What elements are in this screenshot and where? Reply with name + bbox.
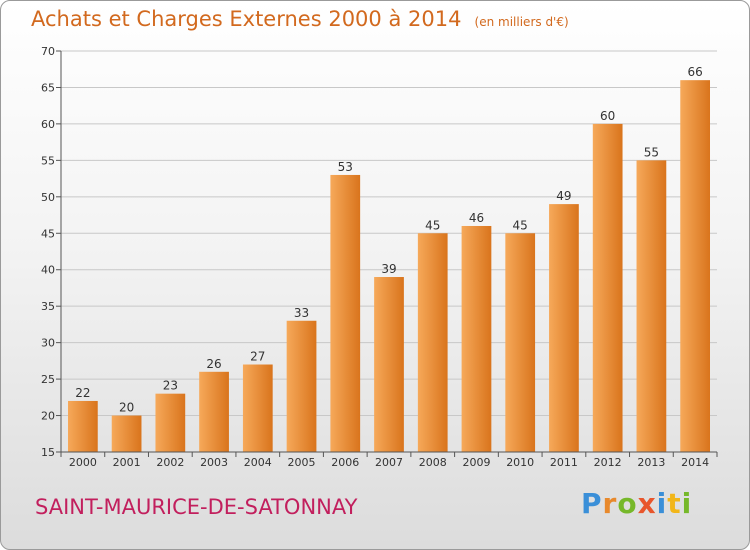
bars: 22 20 23 26 27 33 53 39 45 46 45 49 60 55 66 bbox=[67, 65, 711, 453]
x-tick-label-2003: 2003 bbox=[200, 456, 228, 469]
x-tick-label-2013: 2013 bbox=[637, 456, 665, 469]
bar-2004 bbox=[242, 364, 273, 452]
y-tick-label: 35 bbox=[41, 300, 55, 313]
data-label-2014: 66 bbox=[687, 65, 702, 79]
bar-2001 bbox=[111, 415, 142, 452]
y-tick-label: 60 bbox=[41, 118, 55, 131]
x-tick-label-2007: 2007 bbox=[375, 456, 403, 469]
bar-2000 bbox=[67, 400, 98, 452]
bar-2002 bbox=[155, 393, 186, 452]
y-tick-label: 20 bbox=[41, 410, 55, 423]
x-tick-label-2011: 2011 bbox=[550, 456, 578, 469]
x-tick-label-2005: 2005 bbox=[288, 456, 316, 469]
x-tick-label-2001: 2001 bbox=[113, 456, 141, 469]
data-label-2012: 60 bbox=[600, 109, 615, 123]
data-label-2001: 20 bbox=[119, 401, 134, 415]
x-tick-label-2008: 2008 bbox=[419, 456, 447, 469]
x-tick-label-2006: 2006 bbox=[331, 456, 359, 469]
bar-2010 bbox=[505, 233, 536, 452]
city-name: SAINT-MAURICE-DE-SATONNAY bbox=[35, 495, 358, 519]
y-tick-label: 25 bbox=[41, 373, 55, 386]
data-label-2002: 23 bbox=[163, 379, 178, 393]
data-label-2008: 45 bbox=[425, 218, 440, 232]
data-label-2013: 55 bbox=[644, 145, 659, 159]
data-label-2006: 53 bbox=[338, 160, 353, 174]
bar-2014 bbox=[680, 80, 711, 452]
y-tick-label: 50 bbox=[41, 191, 55, 204]
data-label-2000: 22 bbox=[75, 386, 90, 400]
y-tick-label: 70 bbox=[41, 45, 55, 58]
bar-2006 bbox=[330, 174, 361, 453]
bar-2003 bbox=[199, 371, 229, 452]
x-tick-label-2014: 2014 bbox=[681, 456, 709, 469]
y-tick-label: 65 bbox=[41, 81, 55, 94]
data-label-2003: 26 bbox=[206, 357, 221, 371]
axes: 15 20 25 30 35 40 45 50 55 60 65 70 2000 2001 2002 2003… bbox=[41, 45, 718, 469]
bar-2005 bbox=[286, 320, 317, 452]
bar-2013 bbox=[636, 160, 667, 452]
y-tick-label: 15 bbox=[41, 446, 55, 459]
y-tick-label: 40 bbox=[41, 264, 55, 277]
x-tick-label-2010: 2010 bbox=[506, 456, 534, 469]
bar-2007 bbox=[374, 277, 404, 452]
chart-title-text: Achats et Charges Externes 2000 à 2014 bbox=[31, 7, 462, 31]
bar-2012 bbox=[592, 123, 623, 452]
chart-unit: (en milliers d'€) bbox=[474, 15, 569, 29]
data-label-2007: 39 bbox=[381, 262, 396, 276]
data-label-2005: 33 bbox=[294, 306, 309, 320]
y-tick-label: 30 bbox=[41, 337, 55, 350]
bar-2011 bbox=[549, 204, 579, 452]
data-label-2004: 27 bbox=[250, 350, 265, 364]
x-tick-label-2012: 2012 bbox=[594, 456, 622, 469]
data-label-2010: 45 bbox=[513, 218, 528, 232]
chart-title: Achats et Charges Externes 2000 à 2014 (… bbox=[31, 7, 569, 31]
y-tick-label: 45 bbox=[41, 227, 55, 240]
x-tick-label-2009: 2009 bbox=[462, 456, 490, 469]
y-tick-label: 55 bbox=[41, 154, 55, 167]
data-label-2011: 49 bbox=[556, 189, 571, 203]
x-tick-label-2002: 2002 bbox=[156, 456, 184, 469]
x-tick-label-2000: 2000 bbox=[69, 456, 97, 469]
data-label-2009: 46 bbox=[469, 211, 484, 225]
bar-2009 bbox=[461, 225, 492, 452]
x-tick-label-2004: 2004 bbox=[244, 456, 272, 469]
bar-2008 bbox=[417, 233, 448, 452]
proxiti-logo: Proxiti bbox=[581, 487, 693, 520]
